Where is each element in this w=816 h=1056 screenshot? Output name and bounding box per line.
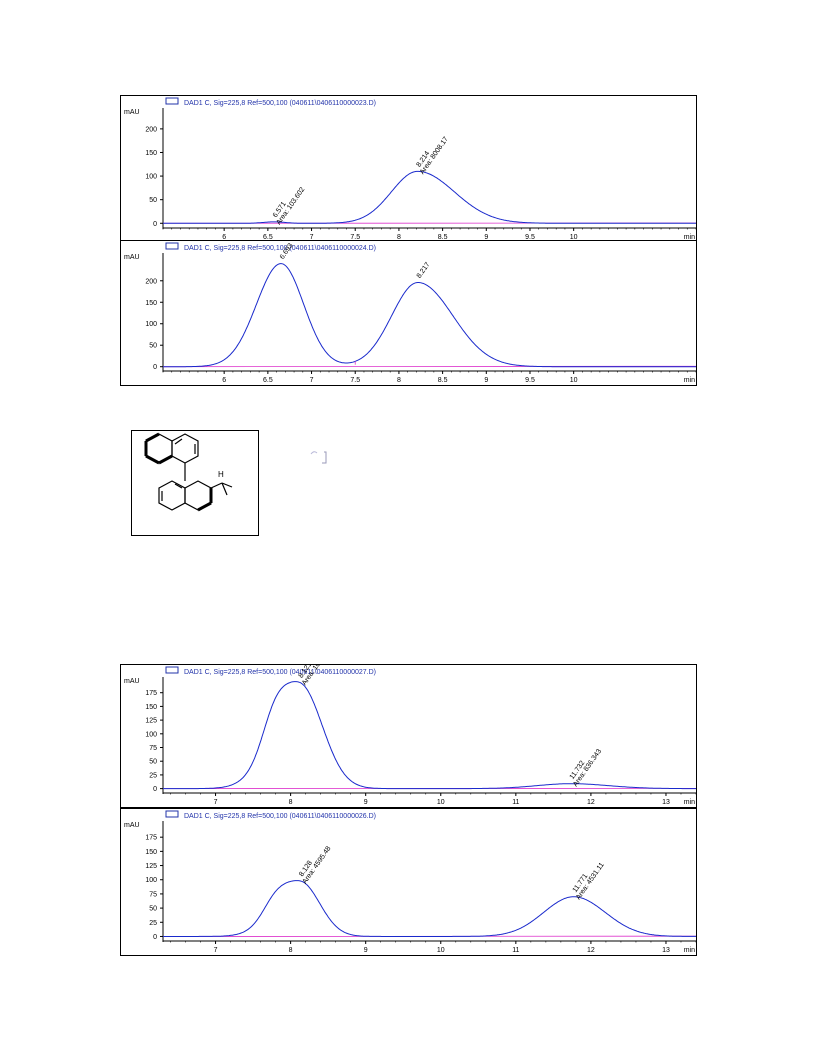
- x-tick-label: 10: [437, 799, 445, 806]
- x-tick-label: 12: [587, 947, 595, 954]
- signal-trace: [163, 681, 696, 790]
- molecule-structure-box: H: [131, 430, 259, 536]
- y-tick-label: 150: [145, 704, 157, 711]
- legend-label: DAD1 C, Sig=225,8 Ref=500,100 (040611\04…: [184, 100, 376, 107]
- legend-label: DAD1 C, Sig=225,8 Ref=500,100 (040611\04…: [184, 813, 376, 820]
- x-tick-label: 6: [222, 377, 226, 384]
- y-tick-label: 25: [149, 772, 157, 779]
- y-tick-label: 150: [145, 300, 157, 307]
- x-unit-label: min: [684, 377, 695, 384]
- x-tick-label: 10: [570, 377, 578, 384]
- x-tick-label: 10: [570, 234, 578, 241]
- binaphthyl-structure-drawing: H: [144, 432, 233, 512]
- x-tick-label: 7: [214, 799, 218, 806]
- y-tick-label: 175: [145, 690, 157, 697]
- x-tick-label: 7.5: [350, 234, 360, 241]
- y-tick-label: 175: [145, 835, 157, 842]
- x-tick-label: 9: [484, 234, 488, 241]
- y-tick-label: 125: [145, 718, 157, 725]
- y-tick-label: 100: [145, 174, 157, 181]
- signal-trace: [163, 880, 696, 937]
- y-unit-label: mAU: [124, 254, 140, 261]
- x-tick-label: 9: [364, 799, 368, 806]
- y-tick-label: 0: [153, 221, 157, 228]
- y-tick-label: 0: [153, 786, 157, 793]
- x-tick-label: 7.5: [350, 377, 360, 384]
- y-tick-label: 25: [149, 920, 157, 927]
- x-tick-label: 8: [397, 234, 401, 241]
- y-tick-label: 50: [149, 197, 157, 204]
- x-tick-label: 11: [512, 947, 519, 954]
- x-tick-label: 9: [364, 947, 368, 954]
- y-tick-label: 50: [149, 759, 157, 766]
- y-unit-label: mAU: [124, 678, 140, 685]
- y-tick-label: 150: [145, 849, 157, 856]
- signal-trace: [163, 170, 696, 224]
- x-tick-label: 7: [310, 377, 314, 384]
- x-tick-label: 7: [310, 234, 314, 241]
- x-tick-label: 10: [437, 947, 445, 954]
- chromatogram-4-svg: DAD1 C, Sig=225,8 Ref=500,100 (040611\04…: [120, 808, 697, 956]
- x-tick-label: 8.5: [438, 234, 448, 241]
- x-tick-label: 6.5: [263, 377, 273, 384]
- x-tick-label: 9.5: [525, 234, 535, 241]
- hydrogen-label: H: [218, 470, 224, 479]
- legend-swatch: [165, 242, 179, 250]
- x-tick-label: 9: [484, 377, 488, 384]
- chromatogram-3-svg: DAD1 C, Sig=225,8 Ref=500,100 (040611\04…: [120, 647, 697, 808]
- x-unit-label: min: [684, 234, 695, 241]
- chromatogram-panel-3: DAD1 C, Sig=225,8 Ref=500,100 (040611\04…: [120, 647, 697, 808]
- x-tick-label: 8: [289, 947, 293, 954]
- y-unit-label: mAU: [124, 822, 140, 829]
- y-tick-label: 200: [145, 126, 157, 133]
- legend-swatch: [165, 810, 179, 818]
- y-tick-label: 200: [145, 278, 157, 285]
- y-tick-label: 0: [153, 934, 157, 941]
- x-unit-label: min: [684, 947, 695, 954]
- x-tick-label: 13: [662, 799, 670, 806]
- chromatogram-panel-1: DAD1 C, Sig=225,8 Ref=500,100 (040611\04…: [120, 95, 697, 243]
- y-tick-label: 125: [145, 863, 157, 870]
- x-tick-label: 6: [222, 234, 226, 241]
- y-tick-label: 75: [149, 745, 157, 752]
- chromatogram-1-svg: DAD1 C, Sig=225,8 Ref=500,100 (040611\04…: [120, 95, 697, 243]
- x-unit-label: min: [684, 799, 695, 806]
- x-tick-label: 8: [289, 799, 293, 806]
- chromatogram-panel-4: DAD1 C, Sig=225,8 Ref=500,100 (040611\04…: [120, 808, 697, 956]
- y-tick-label: 50: [149, 906, 157, 913]
- x-tick-label: 7: [214, 947, 218, 954]
- y-tick-label: 50: [149, 343, 157, 350]
- legend-label: DAD1 C, Sig=225,8 Ref=500,100 (040611\04…: [184, 669, 376, 676]
- panel-frame: [120, 95, 697, 243]
- chromatogram-2-svg: DAD1 C, Sig=225,8 Ref=500,100 (040611\04…: [120, 240, 697, 386]
- panel-frame: [120, 240, 697, 386]
- y-tick-label: 100: [145, 321, 157, 328]
- y-tick-label: 150: [145, 150, 157, 157]
- panel-frame: [120, 664, 697, 808]
- legend-swatch: [165, 666, 179, 674]
- y-tick-label: 0: [153, 364, 157, 371]
- x-tick-label: 11: [512, 799, 519, 806]
- chromatogram-panel-2: DAD1 C, Sig=225,8 Ref=500,100 (040611\04…: [120, 240, 697, 386]
- signal-trace: [163, 263, 696, 368]
- x-tick-label: 8: [397, 377, 401, 384]
- x-tick-label: 9.5: [525, 377, 535, 384]
- legend-swatch: [165, 97, 179, 105]
- y-tick-label: 100: [145, 877, 157, 884]
- y-tick-label: 100: [145, 731, 157, 738]
- x-tick-label: 8.5: [438, 377, 448, 384]
- legend-label: DAD1 C, Sig=225,8 Ref=500,100 (040611\04…: [184, 245, 376, 252]
- faint-bracket-mark: [310, 451, 327, 464]
- x-tick-label: 13: [662, 947, 670, 954]
- y-tick-label: 75: [149, 891, 157, 898]
- x-tick-label: 12: [587, 799, 595, 806]
- y-unit-label: mAU: [124, 109, 140, 116]
- x-tick-label: 6.5: [263, 234, 273, 241]
- panel-frame: [120, 808, 697, 956]
